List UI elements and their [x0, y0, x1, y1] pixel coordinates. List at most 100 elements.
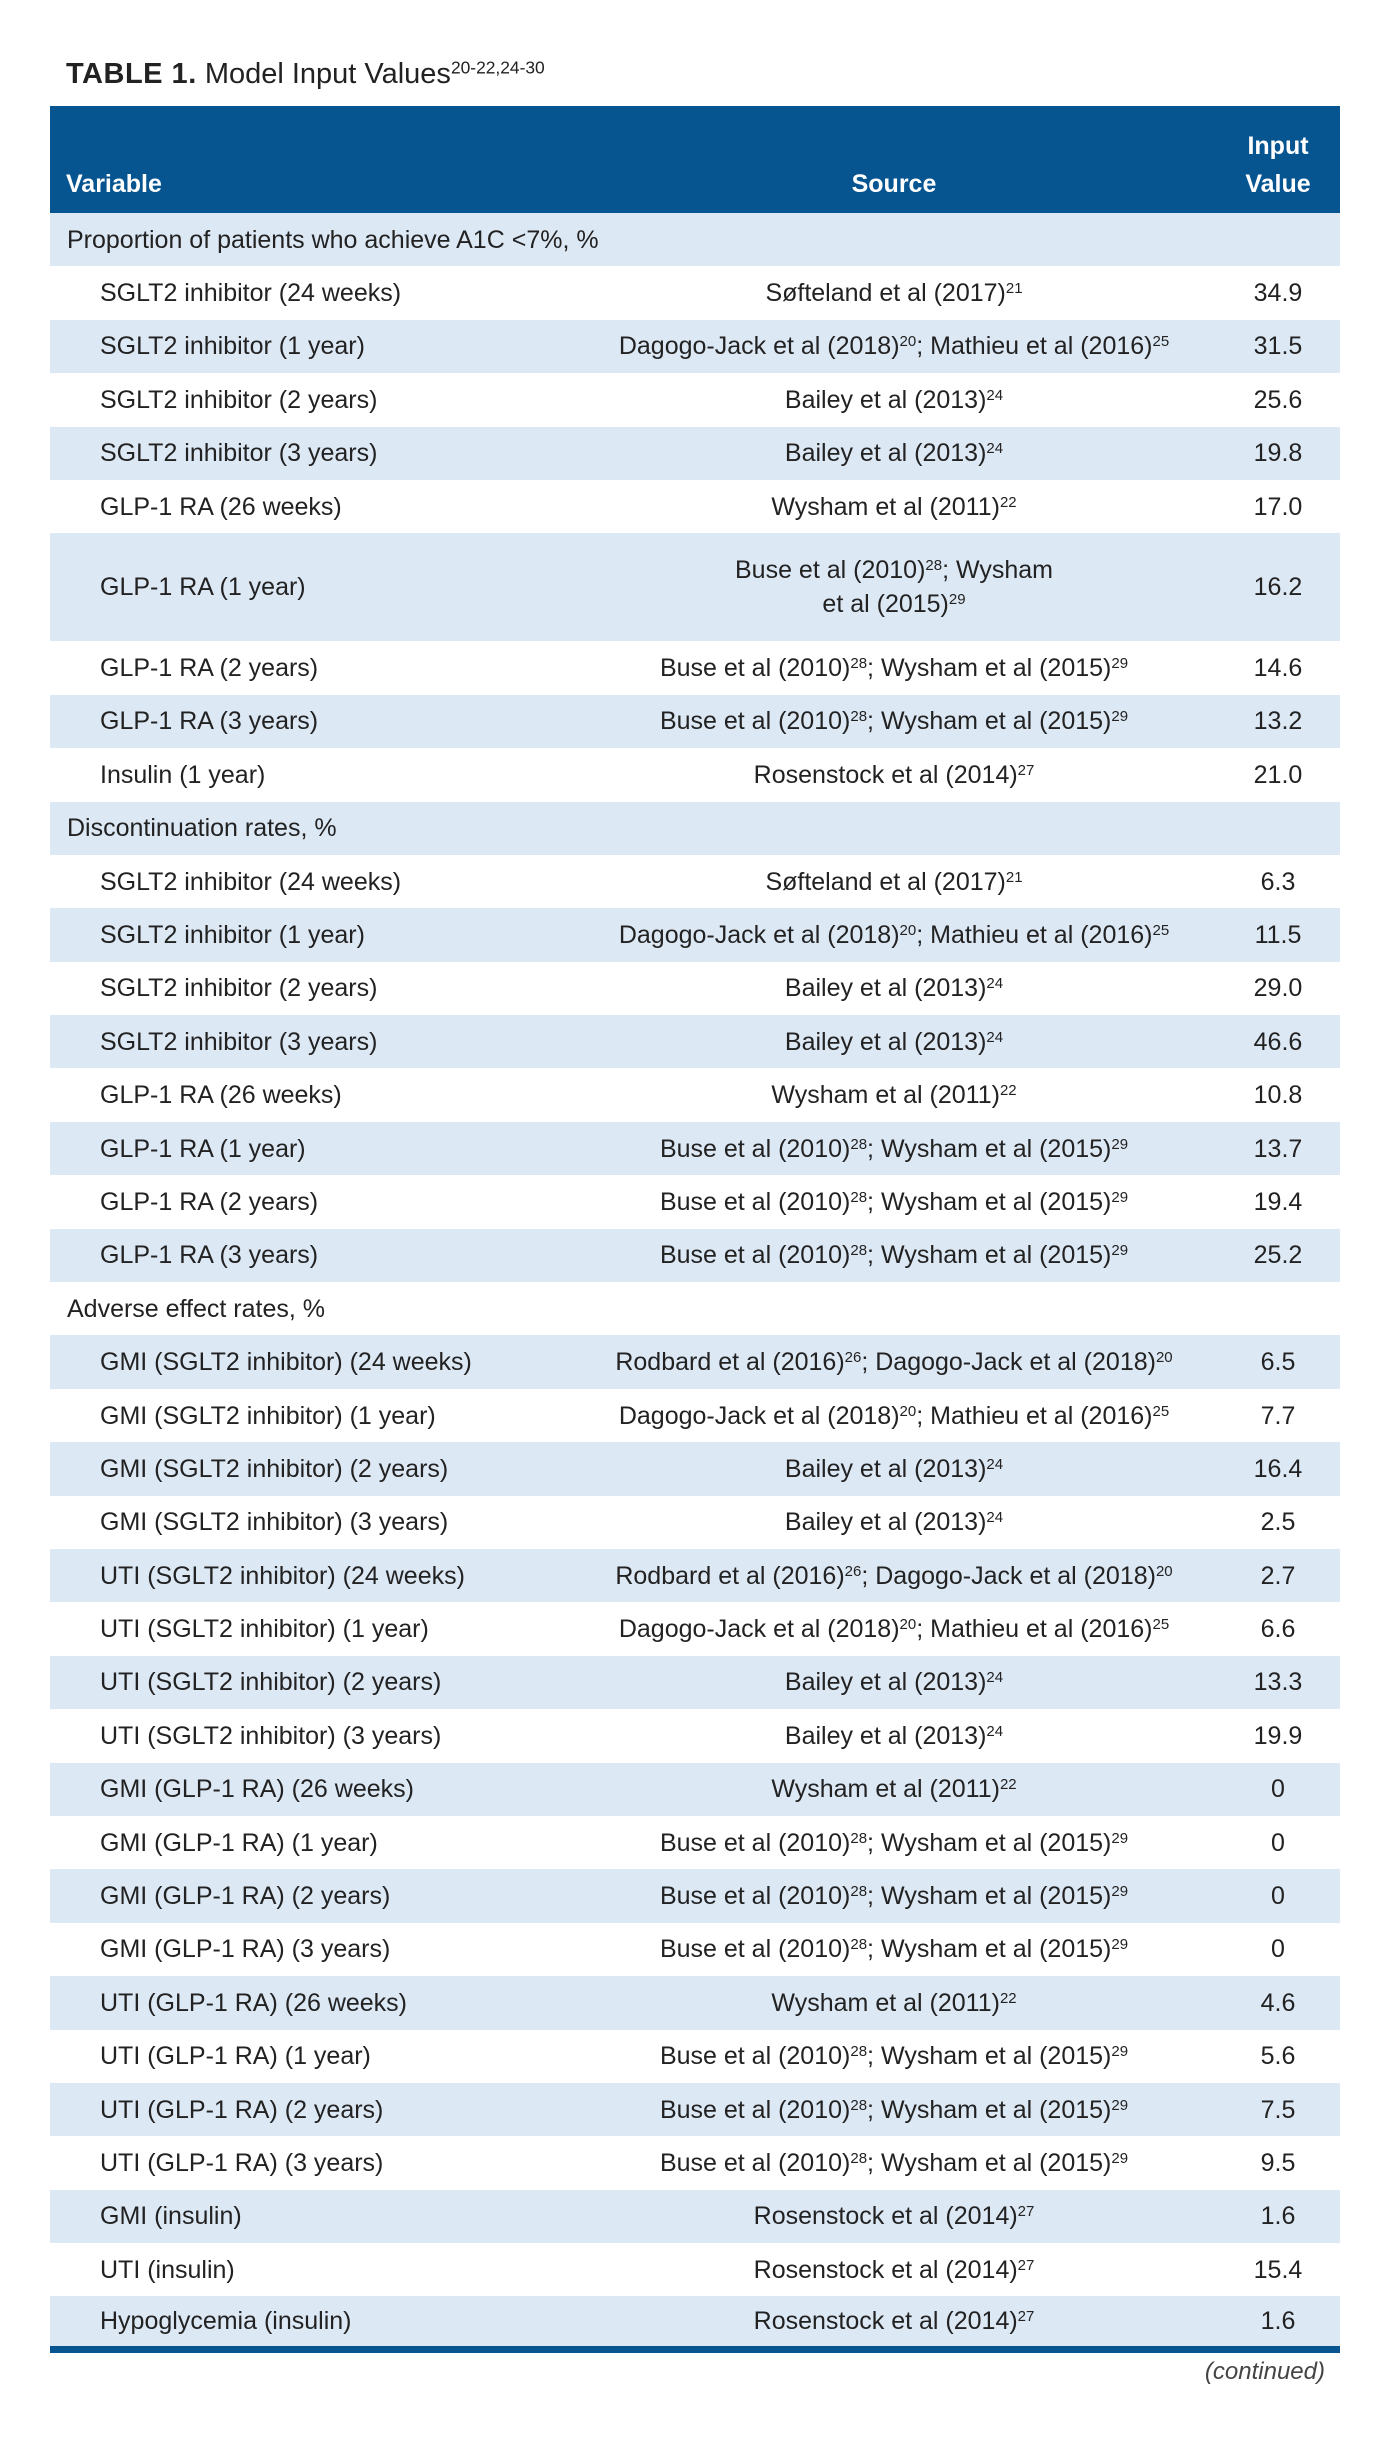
source-cell: Buse et al (2010)28; Wysham et al (2015)…: [572, 2136, 1216, 2189]
data-row: GLP-1 RA (1 year) Buse et al (2010)28; Wy…: [50, 533, 1340, 642]
source-text: Buse et al (2010)28; Wysham et al (2015)…: [660, 1241, 1128, 1269]
reference-number: 28: [850, 654, 868, 672]
reference-number: 25: [1152, 333, 1170, 351]
variable-cell: GLP-1 RA (3 years): [100, 1241, 319, 1270]
data-row: UTI (SGLT2 inhibitor) (1 year) Dagogo-Jac…: [50, 1602, 1340, 1655]
source-cell: Bailey et al (2013)24: [572, 1656, 1216, 1709]
source-cell: Bailey et al (2013)24: [572, 1442, 1216, 1495]
source-text: Rodbard et al (2016)26; Dagogo-Jack et a…: [615, 1348, 1172, 1376]
input-value: 34.9: [1253, 279, 1303, 308]
source-citation: Rosenstock et al (2014): [753, 2307, 1018, 2336]
source-citation: ; Mathieu et al (2016): [916, 1615, 1153, 1644]
source-citation: ; Wysham et al (2015): [867, 654, 1112, 683]
source-citation: ; Wysham et al (2015): [822, 556, 1053, 619]
source-citation: Dagogo-Jack et al (2018): [618, 1615, 900, 1644]
reference-number: 28: [850, 1242, 868, 1260]
source-text: Søfteland et al (2017)21: [765, 279, 1022, 307]
data-row: UTI (GLP-1 RA) (2 years) Buse et al (2010…: [50, 2082, 1340, 2137]
reference-number: 24: [986, 1028, 1004, 1046]
source-cell: Buse et al (2010)28; Wysham et al (2015)…: [572, 1923, 1216, 1976]
input-value: 19.9: [1253, 1721, 1303, 1750]
source-citation: Dagogo-Jack et al (2018): [618, 1401, 900, 1430]
reference-number: 28: [850, 2042, 868, 2060]
source-text: Buse et al (2010)28; Wysham et al (2015)…: [660, 2149, 1128, 2177]
reference-number: 28: [850, 1135, 868, 1153]
data-row: GMI (GLP-1 RA) (26 weeks) Wysham et al (2…: [50, 1762, 1340, 1816]
data-row: Hypoglycemia (insulin) Rosenstock et al (…: [50, 2296, 1340, 2350]
title-text: Model Input Values: [204, 58, 451, 90]
source-citation: Buse et al (2010): [659, 1134, 851, 1163]
variable-cell: UTI (GLP-1 RA) (2 years): [100, 2095, 384, 2124]
reference-number: 28: [850, 2149, 868, 2167]
table-body: Proportion of patients who achieve A1C <…: [50, 213, 1340, 2350]
reference-number: 28: [850, 1829, 868, 1847]
data-row: UTI (GLP-1 RA) (3 years) Buse et al (2010…: [50, 2136, 1340, 2189]
source-text: Bailey et al (2013)24: [785, 1722, 1003, 1750]
source-citation: Buse et al (2010): [659, 707, 851, 736]
source-cell: Bailey et al (2013)24: [572, 1015, 1216, 1068]
source-text: Buse et al (2010)28; Wysham et al (2015)…: [729, 553, 1059, 621]
input-value: 6.3: [1260, 867, 1296, 896]
data-row: UTI (insulin) Rosenstock et al (2014)27 15…: [50, 2243, 1340, 2296]
variable-cell: GLP-1 RA (26 weeks): [100, 492, 342, 521]
variable-cell: Hypoglycemia (insulin): [100, 2307, 352, 2336]
variable-cell: SGLT2 inhibitor (1 year): [100, 920, 365, 949]
variable-cell: GLP-1 RA (1 year): [100, 573, 306, 602]
source-citation: ; Wysham et al (2015): [867, 1935, 1112, 1964]
title-label: TABLE 1.: [66, 58, 197, 90]
data-row: GMI (GLP-1 RA) (2 years) Buse et al (2010…: [50, 1869, 1340, 1923]
source-citation: Rodbard et al (2016): [615, 1561, 845, 1590]
input-value: 0: [1271, 1935, 1285, 1964]
reference-number: 20: [899, 1615, 917, 1633]
data-row: UTI (GLP-1 RA) (26 weeks) Wysham et al (2…: [50, 1976, 1340, 2030]
variable-cell: GLP-1 RA (2 years): [100, 654, 319, 683]
reference-number: 24: [986, 1509, 1004, 1527]
variable-cell: UTI (SGLT2 inhibitor) (2 years): [100, 1668, 442, 1697]
data-row: GLP-1 RA (26 weeks) Wysham et al (2011)22…: [50, 1068, 1340, 1121]
source-citation: Bailey et al (2013): [784, 1508, 987, 1537]
column-header: Source: [572, 106, 1216, 213]
source-text: Bailey et al (2013)24: [785, 1455, 1003, 1483]
source-text: Bailey et al (2013)24: [785, 386, 1003, 414]
variable-cell: GMI (insulin): [100, 2202, 242, 2231]
header-row: Variable Source Input Value: [50, 106, 1340, 213]
reference-number: 24: [986, 386, 1004, 404]
source-text: Søfteland et al (2017)21: [765, 868, 1022, 896]
source-citation: Buse et al (2010): [659, 1882, 851, 1911]
source-citation: Buse et al (2010): [659, 2095, 851, 2124]
source-citation: ; Dagogo-Jack et al (2018): [861, 1561, 1156, 1590]
input-value: 0: [1271, 1775, 1285, 1804]
data-row: GMI (SGLT2 inhibitor) (24 weeks) Rodbard …: [50, 1335, 1340, 1389]
input-value: 6.6: [1260, 1615, 1296, 1644]
source-text: Dagogo-Jack et al (2018)20; Mathieu et a…: [619, 921, 1169, 949]
variable-cell: GLP-1 RA (1 year): [100, 1134, 306, 1163]
source-citation: ; Mathieu et al (2016): [916, 1401, 1153, 1430]
source-citation: Bailey et al (2013): [784, 1454, 987, 1483]
source-text: Buse et al (2010)28; Wysham et al (2015)…: [660, 2096, 1128, 2124]
reference-number: 20: [899, 921, 917, 939]
reference-number: 29: [948, 591, 966, 609]
column-header: Variable: [50, 106, 572, 213]
source-text: Rosenstock et al (2014)27: [754, 2202, 1035, 2230]
reference-number: 24: [986, 1722, 1004, 1740]
input-value: 13.7: [1253, 1134, 1303, 1163]
variable-cell: GMI (GLP-1 RA) (3 years): [100, 1935, 391, 1964]
data-row: GMI (SGLT2 inhibitor) (1 year) Dagogo-Jac…: [50, 1389, 1340, 1442]
source-citation: ; Wysham et al (2015): [867, 2095, 1112, 2124]
source-citation: ; Wysham et al (2015): [867, 1828, 1112, 1857]
reference-number: 29: [1111, 1829, 1129, 1847]
source-citation: Bailey et al (2013): [784, 1668, 987, 1697]
input-value: 2.5: [1260, 1508, 1296, 1537]
data-row: GLP-1 RA (3 years) Buse et al (2010)28; W…: [50, 694, 1340, 749]
input-value: 16.4: [1253, 1454, 1303, 1483]
source-citation: Buse et al (2010): [659, 1935, 851, 1964]
source-cell: Rosenstock et al (2014)27: [572, 748, 1216, 801]
source-citation: Bailey et al (2013): [784, 385, 987, 414]
data-row: UTI (SGLT2 inhibitor) (24 weeks) Rodbard …: [50, 1548, 1340, 1603]
variable-cell: UTI (SGLT2 inhibitor) (24 weeks): [100, 1561, 465, 1590]
data-row: UTI (GLP-1 RA) (1 year) Buse et al (2010)…: [50, 2030, 1340, 2083]
section-label: Proportion of patients who achieve A1C <…: [67, 225, 599, 254]
data-row: SGLT2 inhibitor (24 weeks) Søfteland et a…: [50, 266, 1340, 319]
variable-cell: SGLT2 inhibitor (3 years): [100, 439, 378, 468]
input-value: 25.2: [1253, 1241, 1303, 1270]
